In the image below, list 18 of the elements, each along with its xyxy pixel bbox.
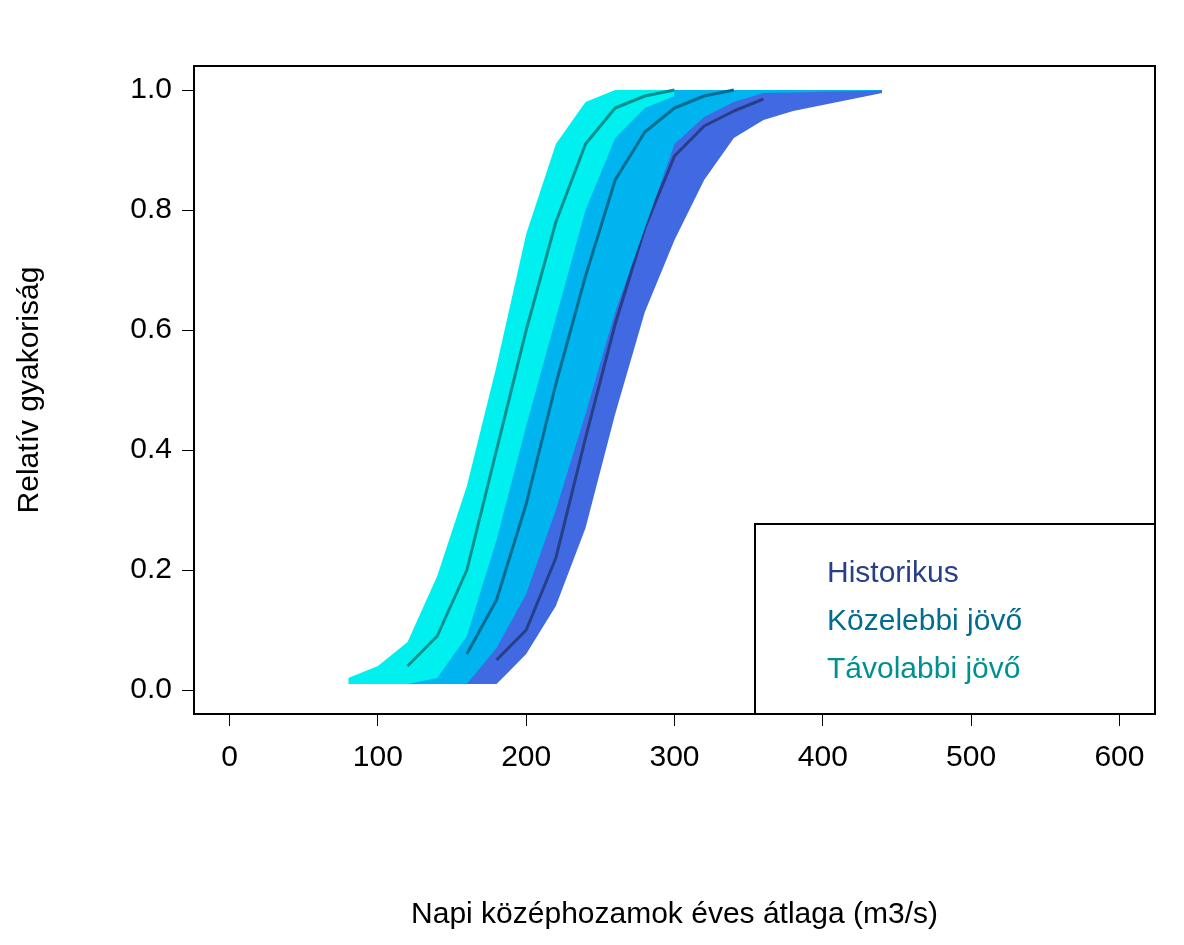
x-tick-label: 600 xyxy=(1094,739,1145,773)
y-tick-label: 1.0 xyxy=(130,71,172,105)
text: Távolabbi jövő xyxy=(827,651,1021,685)
y-tick-label: 0.8 xyxy=(130,191,172,225)
y-tick-label: 0.2 xyxy=(130,551,172,585)
x-tick-label: 100 xyxy=(352,739,403,773)
x-tick-label: 300 xyxy=(649,739,700,773)
text: Historikus xyxy=(827,555,959,589)
x-tick-label: 0 xyxy=(221,739,238,773)
y-tick-label: 0.6 xyxy=(130,311,172,345)
text: Közelebbi jövő xyxy=(827,603,1023,637)
y-tick-label: 0.4 xyxy=(130,431,172,465)
x-tick-label: 400 xyxy=(797,739,848,773)
y-tick-label: 0.0 xyxy=(130,671,172,705)
x-axis-title: Napi középhozamok éves átlaga (m3/s) xyxy=(411,896,938,930)
y-axis-title: Relatív gyakoriság xyxy=(11,266,45,514)
x-tick-label: 500 xyxy=(946,739,997,773)
x-tick-label: 200 xyxy=(501,739,552,773)
